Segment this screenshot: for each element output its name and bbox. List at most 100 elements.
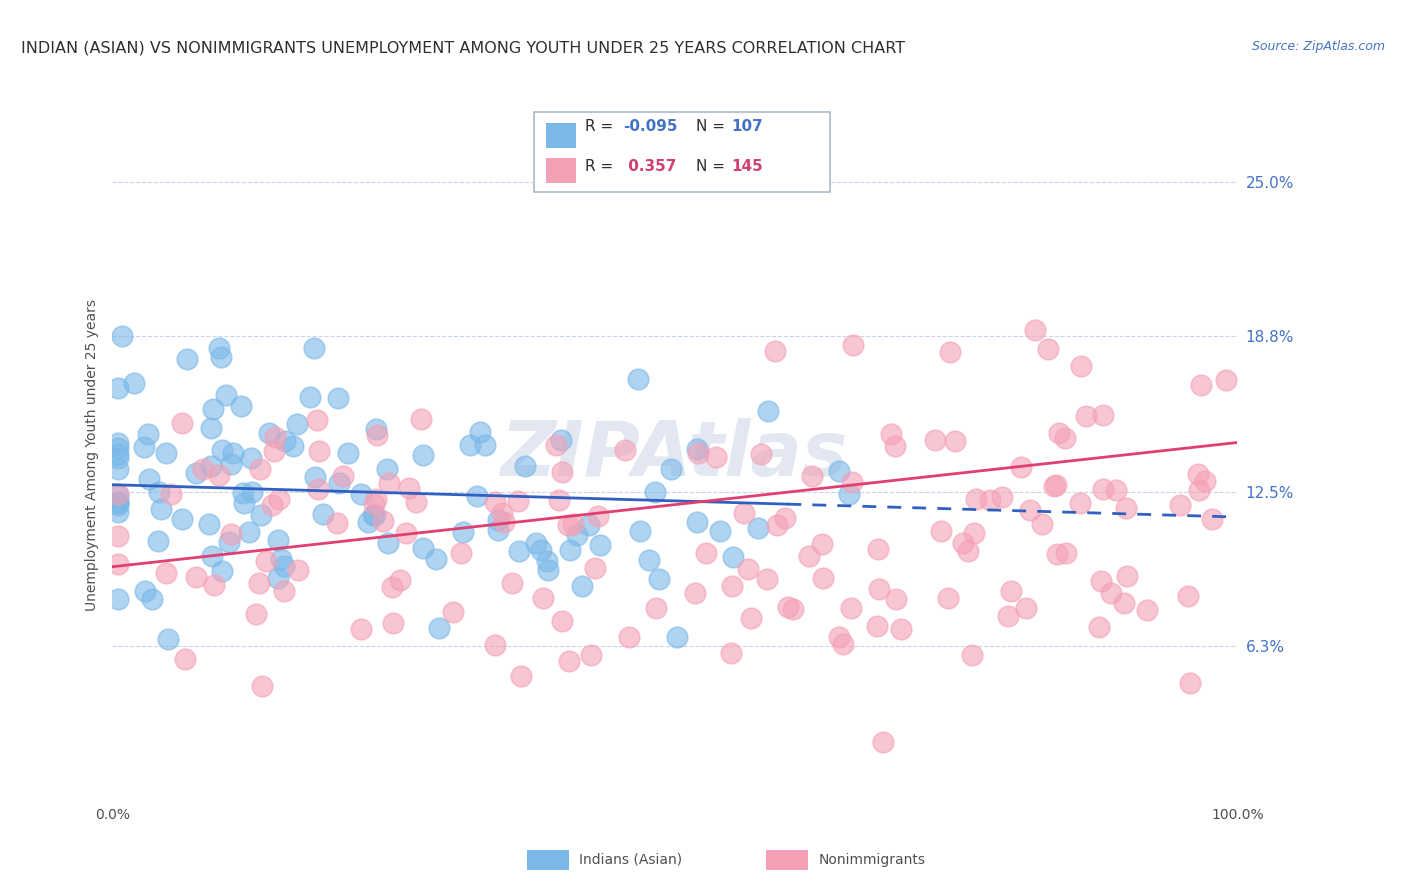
Point	[364, 508, 387, 523]
Point	[924, 433, 946, 447]
Point	[486, 523, 509, 537]
Point	[240, 450, 263, 465]
Point	[214, 387, 236, 401]
Point	[797, 549, 820, 564]
Point	[247, 576, 270, 591]
Point	[332, 469, 354, 483]
Point	[890, 622, 912, 636]
Point	[1045, 478, 1067, 492]
Point	[201, 549, 224, 564]
Point	[363, 498, 385, 512]
Text: Source: ZipAtlas.com: Source: ZipAtlas.com	[1251, 40, 1385, 54]
Point	[659, 462, 682, 476]
Text: R =: R =	[585, 119, 619, 134]
Point	[484, 638, 506, 652]
Point	[979, 492, 1001, 507]
Point	[509, 669, 531, 683]
Point	[107, 487, 129, 501]
Point	[412, 541, 434, 555]
Point	[828, 464, 851, 478]
Point	[544, 438, 567, 452]
Point	[1053, 431, 1076, 445]
Point	[149, 501, 172, 516]
Point	[395, 525, 418, 540]
Point	[326, 516, 349, 530]
Point	[364, 491, 387, 506]
Point	[107, 529, 129, 543]
Point	[1116, 569, 1139, 583]
Point	[501, 576, 523, 591]
Point	[551, 465, 574, 479]
Point	[644, 485, 666, 500]
Point	[1076, 409, 1098, 424]
Point	[1047, 426, 1070, 441]
Point	[1215, 372, 1237, 386]
Point	[841, 475, 863, 490]
Point	[337, 446, 360, 460]
Point	[740, 611, 762, 625]
Point	[274, 434, 297, 448]
Point	[720, 646, 742, 660]
Point	[287, 563, 309, 577]
Point	[249, 461, 271, 475]
Point	[1036, 342, 1059, 356]
Point	[107, 592, 129, 607]
Point	[484, 495, 506, 509]
Point	[550, 434, 572, 448]
Point	[524, 535, 547, 549]
Point	[350, 487, 373, 501]
Point	[578, 518, 600, 533]
Point	[997, 609, 1019, 624]
Point	[619, 630, 641, 644]
Point	[589, 538, 612, 552]
Point	[298, 390, 321, 404]
Point	[156, 632, 179, 646]
Point	[706, 450, 728, 464]
Point	[202, 401, 225, 416]
Point	[586, 508, 609, 523]
Point	[107, 495, 129, 509]
Point	[208, 341, 231, 355]
Point	[531, 591, 554, 605]
Point	[776, 599, 799, 614]
Point	[562, 516, 585, 531]
Point	[1000, 584, 1022, 599]
Point	[304, 469, 326, 483]
Point	[328, 475, 350, 490]
Point	[474, 438, 496, 452]
Point	[350, 622, 373, 636]
Point	[211, 564, 233, 578]
Point	[191, 461, 214, 475]
Point	[838, 486, 860, 500]
Point	[491, 506, 513, 520]
Point	[357, 516, 380, 530]
Point	[884, 592, 907, 607]
Point	[936, 591, 959, 605]
Text: 145: 145	[731, 159, 763, 174]
Point	[107, 381, 129, 395]
Point	[412, 448, 434, 462]
Point	[571, 578, 593, 592]
Point	[122, 376, 145, 390]
Point	[260, 498, 283, 512]
Point	[1090, 574, 1112, 589]
Point	[756, 404, 779, 418]
Point	[107, 558, 129, 572]
Point	[232, 486, 254, 500]
Point	[841, 337, 863, 351]
Point	[957, 543, 980, 558]
Point	[375, 462, 398, 476]
Point	[184, 570, 207, 584]
Point	[264, 430, 287, 444]
Point	[686, 445, 709, 459]
Text: N =: N =	[696, 159, 730, 174]
Point	[558, 543, 581, 558]
Point	[267, 571, 290, 585]
Point	[737, 562, 759, 576]
Point	[107, 488, 129, 502]
Point	[747, 521, 769, 535]
Point	[107, 505, 129, 519]
Point	[308, 444, 330, 458]
Point	[1045, 547, 1067, 561]
Point	[381, 615, 404, 630]
